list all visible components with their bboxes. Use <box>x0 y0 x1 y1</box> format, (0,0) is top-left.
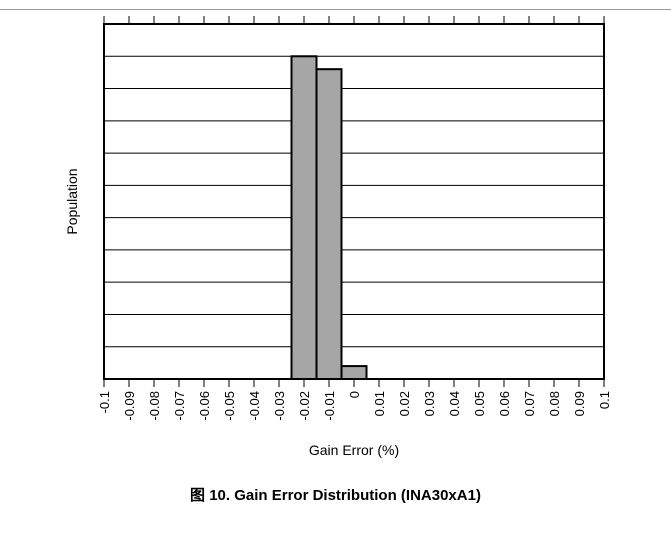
histogram-bar <box>315 68 343 380</box>
x-tick-label: 0.09 <box>572 391 587 416</box>
y-axis-title: Population <box>64 168 80 234</box>
x-tick-label: 0.1 <box>597 391 612 409</box>
x-tick-label: 0.06 <box>497 391 512 416</box>
x-tick-labels: -0.1 -0.09 -0.08 -0.07 -0.06 -0.05 -0.04 -0.03-… <box>97 391 612 421</box>
x-axis-title: Gain Error (%) <box>309 442 399 458</box>
x-tick-label: -0.05 <box>222 391 237 421</box>
x-tick-label: -0.04 <box>247 391 262 421</box>
x-tick-label: 0.01 <box>372 391 387 416</box>
x-tick-label: -0.09 <box>122 391 137 421</box>
x-tick-label: 0 <box>347 391 362 398</box>
x-tick-label: -0.07 <box>172 391 187 421</box>
x-tick-label: 0.04 <box>447 391 462 416</box>
x-tick-label: 0.07 <box>522 391 537 416</box>
x-tick-label: -0.08 <box>147 391 162 421</box>
x-ticks <box>103 16 605 387</box>
bars-layer <box>290 55 368 381</box>
grid-layer <box>104 55 604 348</box>
x-tick-label: 0.08 <box>547 391 562 416</box>
histogram-bar <box>290 55 318 380</box>
x-tick-label: -0.01 <box>322 391 337 421</box>
x-tick-label: -0.02 <box>297 391 312 421</box>
x-tick-label: -0.1 <box>97 391 112 413</box>
x-tick-label: 0.02 <box>397 391 412 416</box>
x-tick-label: 0.05 <box>472 391 487 416</box>
top-rule <box>0 9 671 10</box>
figure-caption: 图 10. Gain Error Distribution (INA30xA1) <box>190 487 481 504</box>
plot-frame <box>103 23 605 380</box>
x-tick-label: 0.03 <box>422 391 437 416</box>
x-tick-label: -0.06 <box>197 391 212 421</box>
histogram-bar <box>340 365 368 381</box>
x-tick-label: -0.03 <box>272 391 287 421</box>
